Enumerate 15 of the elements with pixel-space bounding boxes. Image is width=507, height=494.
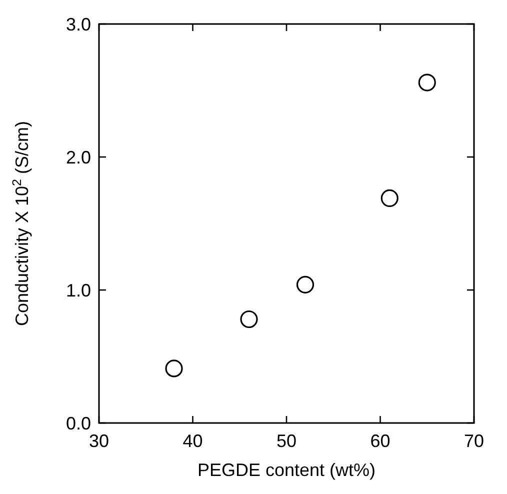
x-axis-title: PEGDE content (wt%) xyxy=(197,460,376,480)
y-tick-label: 1.0 xyxy=(66,280,91,300)
x-tick-label: 50 xyxy=(276,431,297,451)
point xyxy=(418,74,436,92)
x-tick-label: 60 xyxy=(370,431,390,451)
x-tick-label: 40 xyxy=(182,431,203,451)
point xyxy=(240,310,258,328)
point xyxy=(380,189,398,208)
y-tick-label: 2.0 xyxy=(66,147,91,168)
point xyxy=(296,276,314,294)
y-tick-label: 0.0 xyxy=(66,413,91,434)
point xyxy=(165,360,183,378)
y-tick-label: 3.0 xyxy=(66,14,91,34)
x-tick-label: 70 xyxy=(464,431,484,451)
x-tick-label: 30 xyxy=(88,431,110,451)
